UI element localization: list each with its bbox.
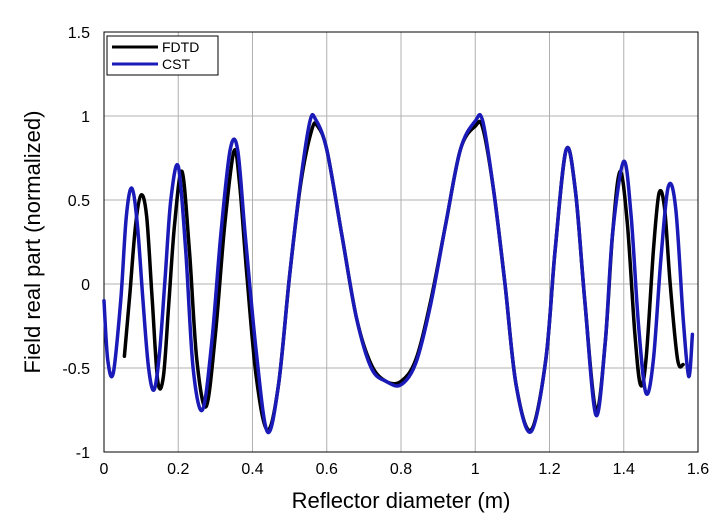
x-tick-label: 1.4: [613, 461, 635, 478]
legend-box: [106, 35, 219, 76]
grid-lines: [103, 31, 699, 453]
x-tick-label: 1.6: [687, 461, 709, 478]
legend: FDTD CST: [106, 35, 219, 76]
y-tick-label: 0: [81, 277, 90, 294]
y-tick-label: 1: [81, 109, 90, 126]
legend-label-cst: CST: [162, 56, 190, 72]
x-tick-label: 0.8: [390, 461, 412, 478]
x-tick-label: 0.4: [241, 461, 263, 478]
y-tick-label: 0.5: [68, 193, 90, 210]
y-axis-label: Field real part (normalized): [20, 111, 45, 374]
x-axis-label: Reflector diameter (m): [292, 488, 511, 513]
x-tick-label: 0.2: [167, 461, 189, 478]
x-tick-label: 1.2: [538, 461, 560, 478]
series-lines: [102, 112, 695, 435]
y-tick-label: -1: [76, 445, 90, 462]
x-tick-label: 0: [100, 461, 109, 478]
legend-label-fdtd: FDTD: [162, 39, 199, 55]
plot-frame: [103, 31, 699, 453]
series-line-cst: [102, 112, 695, 435]
x-tick-label: 1: [471, 461, 480, 478]
tick-labels: 0 0.2 0.4 0.6 0.8 1 1.2 1.4 1.6 -1 -0.5 0 0.5 1 1.5: [62, 25, 709, 478]
y-tick-label: -0.5: [62, 361, 90, 378]
x-tick-label: 0.6: [316, 461, 338, 478]
y-tick-label: 1.5: [68, 25, 90, 42]
